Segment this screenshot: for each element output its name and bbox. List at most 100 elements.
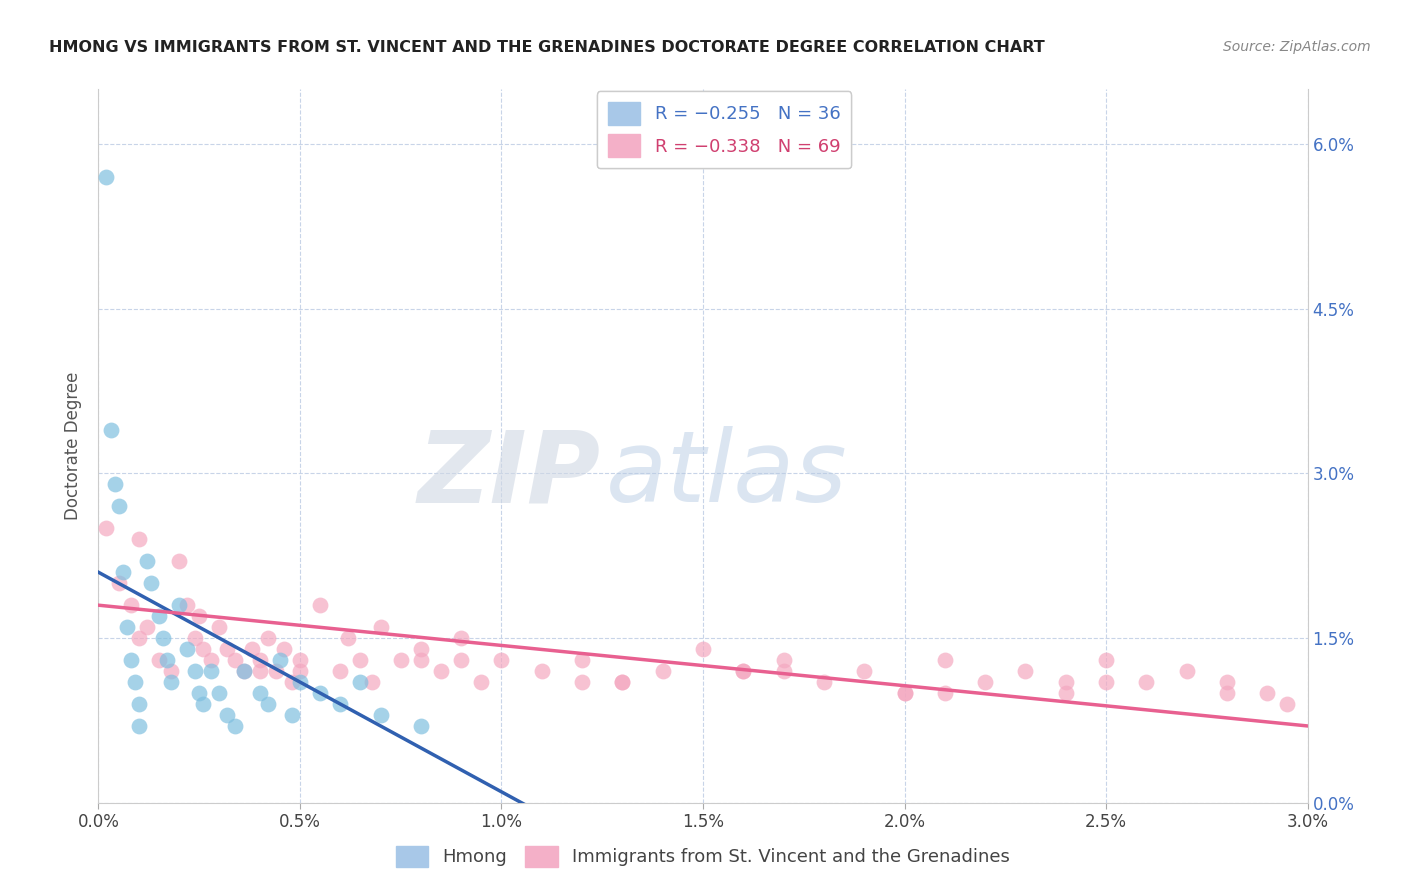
Point bbox=[349, 675, 371, 690]
Point bbox=[893, 686, 915, 700]
Point bbox=[249, 653, 271, 667]
Point bbox=[853, 664, 876, 678]
Point bbox=[224, 719, 246, 733]
Point bbox=[974, 675, 997, 690]
Point bbox=[167, 598, 190, 612]
Point bbox=[450, 631, 472, 645]
Point bbox=[813, 675, 835, 690]
Point bbox=[288, 675, 311, 690]
Point bbox=[772, 664, 794, 678]
Point bbox=[208, 686, 231, 700]
Point bbox=[184, 631, 207, 645]
Point bbox=[160, 664, 183, 678]
Point bbox=[409, 642, 432, 657]
Point bbox=[1277, 697, 1299, 711]
Point bbox=[530, 664, 553, 678]
Point bbox=[309, 686, 332, 700]
Point bbox=[103, 477, 125, 491]
Point bbox=[733, 664, 755, 678]
Point bbox=[135, 620, 157, 634]
Y-axis label: Doctorate Degree: Doctorate Degree bbox=[65, 372, 83, 520]
Point bbox=[176, 642, 198, 657]
Point bbox=[107, 576, 129, 591]
Point bbox=[124, 675, 146, 690]
Point bbox=[288, 653, 311, 667]
Point bbox=[224, 653, 246, 667]
Point bbox=[120, 598, 142, 612]
Legend: Hmong, Immigrants from St. Vincent and the Grenadines: Hmong, Immigrants from St. Vincent and t… bbox=[388, 838, 1018, 874]
Point bbox=[1175, 664, 1198, 678]
Point bbox=[772, 653, 794, 667]
Text: Source: ZipAtlas.com: Source: ZipAtlas.com bbox=[1223, 40, 1371, 54]
Point bbox=[200, 653, 222, 667]
Point bbox=[232, 664, 254, 678]
Point bbox=[176, 598, 198, 612]
Point bbox=[1216, 675, 1239, 690]
Point bbox=[128, 697, 150, 711]
Point bbox=[135, 554, 157, 568]
Text: HMONG VS IMMIGRANTS FROM ST. VINCENT AND THE GRENADINES DOCTORATE DEGREE CORRELA: HMONG VS IMMIGRANTS FROM ST. VINCENT AND… bbox=[49, 40, 1045, 55]
Point bbox=[193, 642, 215, 657]
Text: atlas: atlas bbox=[606, 426, 848, 523]
Point bbox=[1054, 675, 1077, 690]
Point bbox=[193, 697, 215, 711]
Point bbox=[491, 653, 513, 667]
Point bbox=[1095, 653, 1118, 667]
Point bbox=[893, 686, 915, 700]
Point bbox=[329, 697, 352, 711]
Point bbox=[430, 664, 453, 678]
Point bbox=[409, 719, 432, 733]
Point bbox=[349, 653, 371, 667]
Point bbox=[167, 554, 190, 568]
Point bbox=[934, 653, 956, 667]
Point bbox=[733, 664, 755, 678]
Point bbox=[200, 664, 222, 678]
Point bbox=[288, 664, 311, 678]
Point bbox=[1054, 686, 1077, 700]
Point bbox=[249, 664, 271, 678]
Point bbox=[148, 653, 170, 667]
Point bbox=[115, 620, 138, 634]
Point bbox=[156, 653, 179, 667]
Point bbox=[1256, 686, 1278, 700]
Point bbox=[389, 653, 412, 667]
Point bbox=[612, 675, 634, 690]
Point bbox=[128, 631, 150, 645]
Point bbox=[96, 169, 118, 184]
Point bbox=[281, 708, 304, 723]
Point bbox=[107, 500, 129, 514]
Point bbox=[370, 620, 392, 634]
Point bbox=[100, 423, 122, 437]
Point bbox=[1014, 664, 1036, 678]
Point bbox=[188, 686, 211, 700]
Point bbox=[450, 653, 472, 667]
Point bbox=[256, 697, 278, 711]
Point bbox=[111, 566, 134, 580]
Point bbox=[337, 631, 360, 645]
Point bbox=[692, 642, 714, 657]
Point bbox=[273, 642, 295, 657]
Point bbox=[160, 675, 183, 690]
Point bbox=[240, 642, 263, 657]
Point bbox=[217, 642, 239, 657]
Point bbox=[188, 609, 211, 624]
Point bbox=[269, 653, 291, 667]
Point bbox=[184, 664, 207, 678]
Point bbox=[208, 620, 231, 634]
Point bbox=[217, 708, 239, 723]
Point bbox=[309, 598, 332, 612]
Point bbox=[370, 708, 392, 723]
Point bbox=[152, 631, 174, 645]
Legend: R = −0.255   N = 36, R = −0.338   N = 69: R = −0.255 N = 36, R = −0.338 N = 69 bbox=[596, 91, 851, 169]
Point bbox=[651, 664, 673, 678]
Point bbox=[1135, 675, 1157, 690]
Point bbox=[329, 664, 352, 678]
Point bbox=[128, 533, 150, 547]
Point bbox=[249, 686, 271, 700]
Point bbox=[232, 664, 254, 678]
Point bbox=[1216, 686, 1239, 700]
Point bbox=[148, 609, 170, 624]
Point bbox=[934, 686, 956, 700]
Point bbox=[96, 521, 118, 535]
Point bbox=[281, 675, 304, 690]
